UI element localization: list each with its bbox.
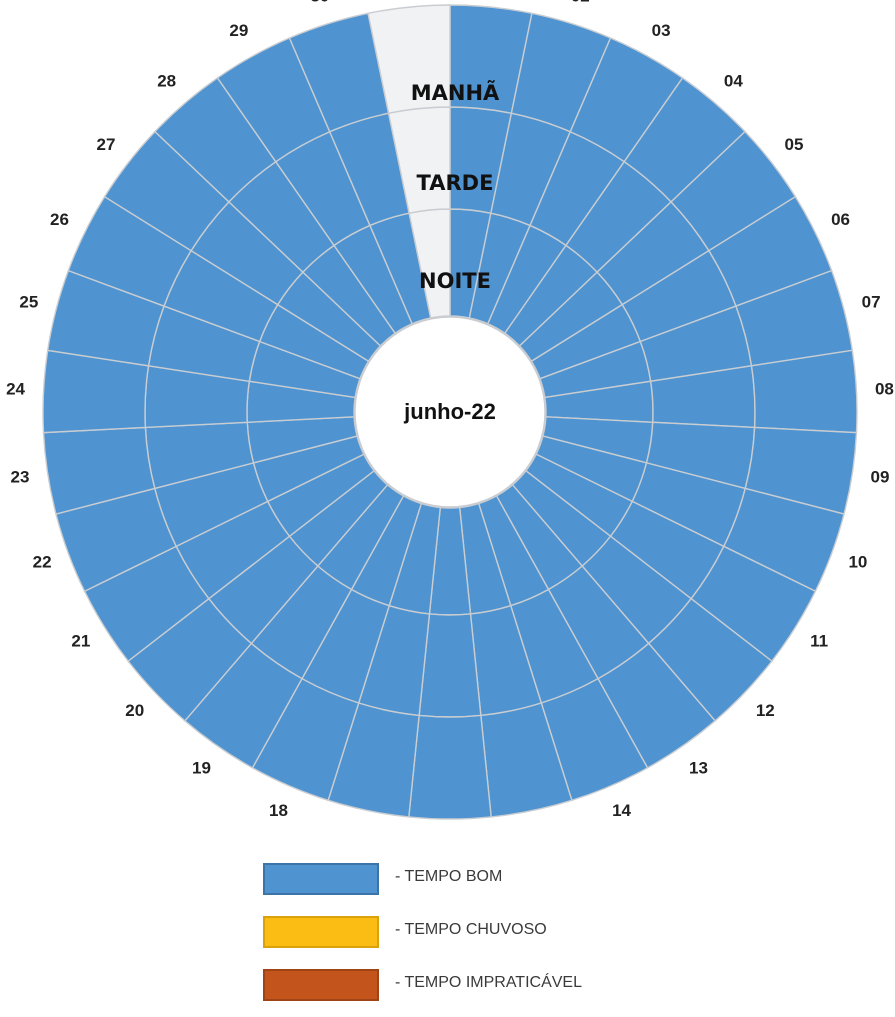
day-label-05: 05 (785, 135, 804, 154)
day-label-17: 17 (353, 828, 372, 830)
day-label-24: 24 (6, 379, 25, 398)
day-label-14: 14 (612, 801, 631, 820)
segment-day-31-manha (367, 4, 451, 115)
center-label: junho-22 (403, 399, 496, 424)
legend-swatch-tempo-bom (263, 863, 379, 895)
day-label-06: 06 (831, 210, 850, 229)
day-label-27: 27 (97, 135, 116, 154)
day-label-25: 25 (19, 292, 38, 311)
ring-label-manha: MANHÃ (411, 80, 500, 105)
day-label-07: 07 (862, 292, 881, 311)
day-label-18: 18 (269, 801, 288, 820)
segment-day-08-manha (750, 349, 858, 434)
legend-swatch-tempo-chuvoso (263, 916, 379, 948)
day-label-08: 08 (875, 379, 894, 398)
day-label-30: 30 (310, 0, 329, 5)
legend-label-tempo-bom: - TEMPO BOM (395, 868, 503, 885)
day-label-26: 26 (50, 210, 69, 229)
center-hole (354, 316, 546, 508)
day-label-28: 28 (157, 71, 176, 90)
day-label-19: 19 (192, 759, 211, 778)
ring-label-noite: NOITE (419, 269, 491, 293)
legend: - TEMPO BOM - TEMPO CHUVOSO - TEMPO IMPR… (263, 858, 783, 1017)
day-label-02: 02 (571, 0, 590, 5)
radial-calendar-chart: 0102030405060708091011121314151617181920… (6, 0, 894, 830)
day-label-12: 12 (756, 701, 775, 720)
day-label-22: 22 (33, 553, 52, 572)
day-label-11: 11 (810, 632, 828, 651)
legend-item-tempo-bom: - TEMPO BOM (263, 858, 783, 900)
legend-item-tempo-chuvoso: - TEMPO CHUVOSO (263, 911, 783, 953)
day-label-13: 13 (689, 759, 708, 778)
day-label-20: 20 (125, 701, 144, 720)
day-label-29: 29 (229, 21, 248, 40)
legend-label-tempo-impraticavel: - TEMPO IMPRATICÁVEL (395, 974, 582, 991)
day-label-15: 15 (528, 828, 547, 830)
segment-day-16-manha (408, 714, 492, 820)
radial-chart-svg: 0102030405060708091011121314151617181920… (6, 0, 894, 830)
day-label-04: 04 (724, 71, 743, 90)
legend-item-tempo-impraticavel: - TEMPO IMPRATICÁVEL (263, 964, 783, 1006)
day-label-10: 10 (848, 553, 867, 572)
ring-label-tarde: TARDE (417, 171, 494, 195)
legend-swatch-tempo-impraticavel (263, 969, 379, 1001)
day-label-23: 23 (11, 467, 30, 486)
legend-label-tempo-chuvoso: - TEMPO CHUVOSO (395, 921, 547, 938)
day-label-21: 21 (71, 632, 90, 651)
day-label-09: 09 (871, 467, 890, 486)
day-label-03: 03 (652, 21, 671, 40)
